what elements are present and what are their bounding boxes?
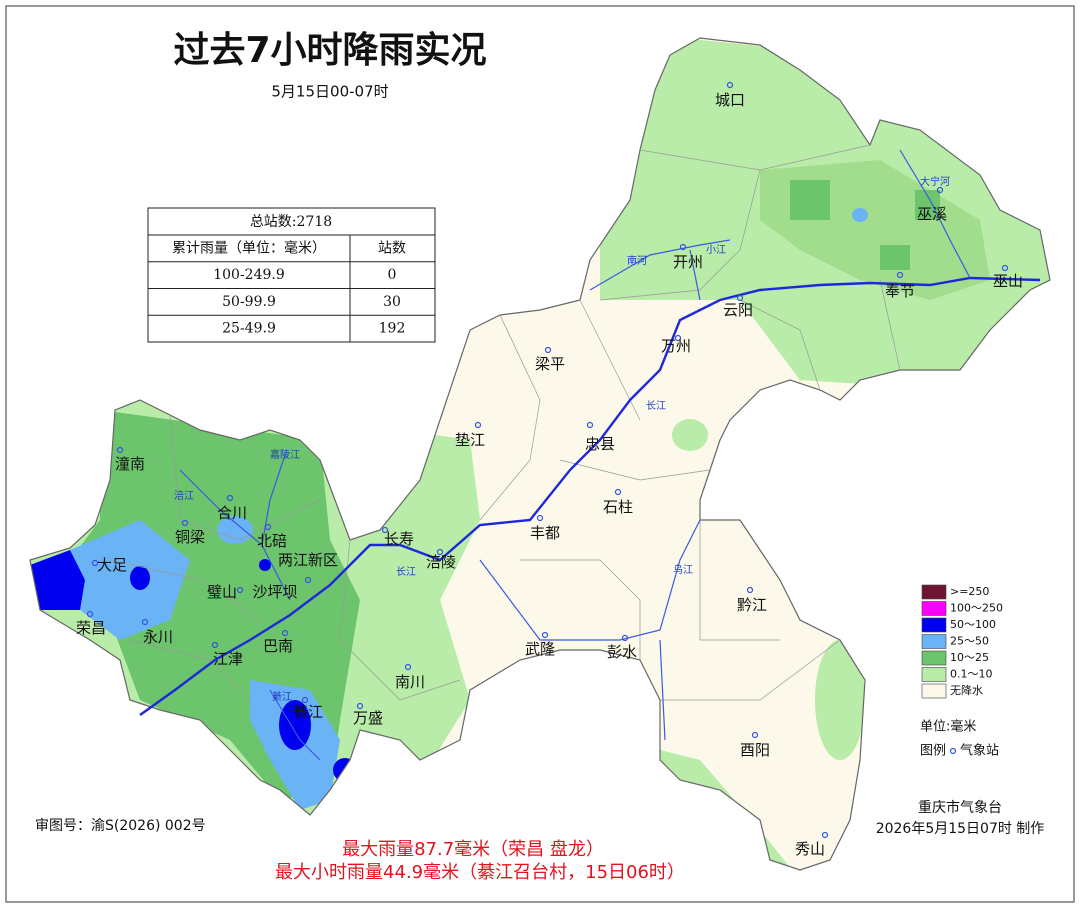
legend-key: 图例 [920, 744, 946, 759]
legend-label: 50～100 [950, 618, 996, 631]
city-label: 巫溪 [917, 205, 947, 223]
city-label: 大足 [97, 556, 127, 574]
tributaries [179, 149, 971, 761]
city-label: 两江新区 [278, 551, 338, 569]
city-label: 荣昌 [76, 619, 106, 637]
title: 过去7小时降雨实况 [173, 30, 486, 71]
subtitle: 5月15日00-07时 [271, 83, 388, 101]
max-hourly-rainfall: 最大小时雨量44.9毫米（綦江召台村，15日06时） [275, 862, 685, 883]
river-label: 小江 [706, 244, 726, 256]
legend-label: 0.1～10 [950, 668, 993, 681]
city-label: 云阳 [723, 301, 753, 319]
city-label: 涪陵 [426, 553, 456, 571]
city-label: 綦江 [293, 703, 323, 721]
table-cell: 25-49.9 [222, 321, 276, 337]
legend-unit: 单位:毫米 [920, 719, 976, 735]
approval-number: 审图号：渝S(2026) 002号 [35, 818, 206, 834]
river-label: 乌江 [673, 563, 693, 576]
city-label: 奉节 [885, 282, 915, 300]
table-cell: 30 [383, 294, 401, 310]
city-label: 忠县 [585, 435, 615, 453]
river-label: 涪江 [174, 489, 194, 502]
legend-label: 无降水 [950, 683, 983, 697]
city-label: 武隆 [525, 640, 555, 658]
city-label: 巴南 [263, 637, 293, 655]
city-label: 铜梁 [175, 528, 205, 546]
river-labels: 大宁河 小江 南河 长江 长江 乌江 涪江 嘉陵江 綦江 [174, 175, 950, 703]
table-cell: 0 [388, 267, 397, 283]
legend-swatch [921, 650, 947, 666]
legend-label: 25～50 [950, 635, 989, 648]
city-labels: 城口 开州 云阳 奉节 巫溪 巫山 万州 梁平 忠县 垫江 石柱 丰都 涪陵 长… [76, 91, 1023, 858]
table-cell: 192 [379, 321, 406, 337]
table-cell: 100-249.9 [213, 267, 285, 283]
legend-station: 气象站 [960, 743, 999, 759]
city-label: 城口 [715, 91, 745, 109]
city-label: 合川 [217, 504, 247, 522]
river-label: 长江 [396, 566, 416, 578]
column-header: 累计雨量（单位：毫米） [172, 239, 326, 256]
city-label: 璧山 [207, 583, 237, 601]
station-table: 总站数:2718 累计雨量（单位：毫米） 站数 100-249.9 0 50-99.9 3… [147, 207, 436, 343]
legend-label: 100～250 [950, 602, 1003, 615]
city-label: 彭水 [607, 643, 637, 661]
city-label: 黔江 [737, 596, 767, 614]
city-label: 北碚 [257, 532, 287, 550]
station-symbol [949, 747, 957, 755]
city-label: 万州 [661, 337, 691, 355]
river-label: 长江 [646, 400, 666, 412]
city-label: 巫山 [993, 272, 1023, 290]
legend-label: 10～25 [950, 651, 989, 664]
river-label: 嘉陵江 [270, 448, 300, 461]
legend-label: >=250 [950, 585, 989, 598]
legend: 单位:毫米 图例 气象站 >=250 100～250 50～100 25～50 10～2… [920, 584, 1003, 759]
legend-swatch [921, 601, 947, 616]
city-label: 永川 [143, 628, 173, 646]
city-label: 万盛 [353, 709, 383, 727]
river-label: 大宁河 [920, 175, 950, 188]
table-title: 总站数:2718 [250, 214, 332, 230]
city-label: 石柱 [603, 498, 633, 516]
city-label: 潼南 [115, 455, 145, 473]
river-label: 綦江 [272, 690, 292, 703]
column-header: 站数 [378, 240, 406, 256]
legend-swatch [921, 634, 947, 649]
city-label: 丰都 [530, 524, 560, 542]
city-label: 垫江 [455, 431, 485, 449]
station-markers [86, 81, 1009, 839]
legend-swatch [921, 683, 947, 699]
city-label: 酉阳 [740, 741, 770, 759]
city-label: 南川 [395, 673, 425, 691]
agency: 重庆市气象台 [918, 799, 1002, 816]
county-borders [109, 144, 901, 701]
city-label: 梁平 [535, 355, 565, 373]
city-label: 开州 [673, 253, 703, 271]
table-cell: 50-99.9 [222, 294, 276, 310]
max-rainfall: 最大雨量87.7毫米（荣昌 盘龙） [342, 839, 604, 860]
city-label: 秀山 [795, 840, 825, 858]
city-label: 江津 [213, 650, 243, 668]
legend-swatch [921, 584, 947, 600]
city-label: 长寿 [384, 530, 414, 548]
production-time: 2026年5月15日07时 制作 [876, 821, 1045, 837]
city-label: 沙坪坝 [252, 583, 297, 601]
legend-swatch [921, 617, 947, 633]
river-label: 南河 [627, 254, 647, 267]
legend-swatch [921, 667, 947, 682]
rivers [139, 276, 1041, 716]
